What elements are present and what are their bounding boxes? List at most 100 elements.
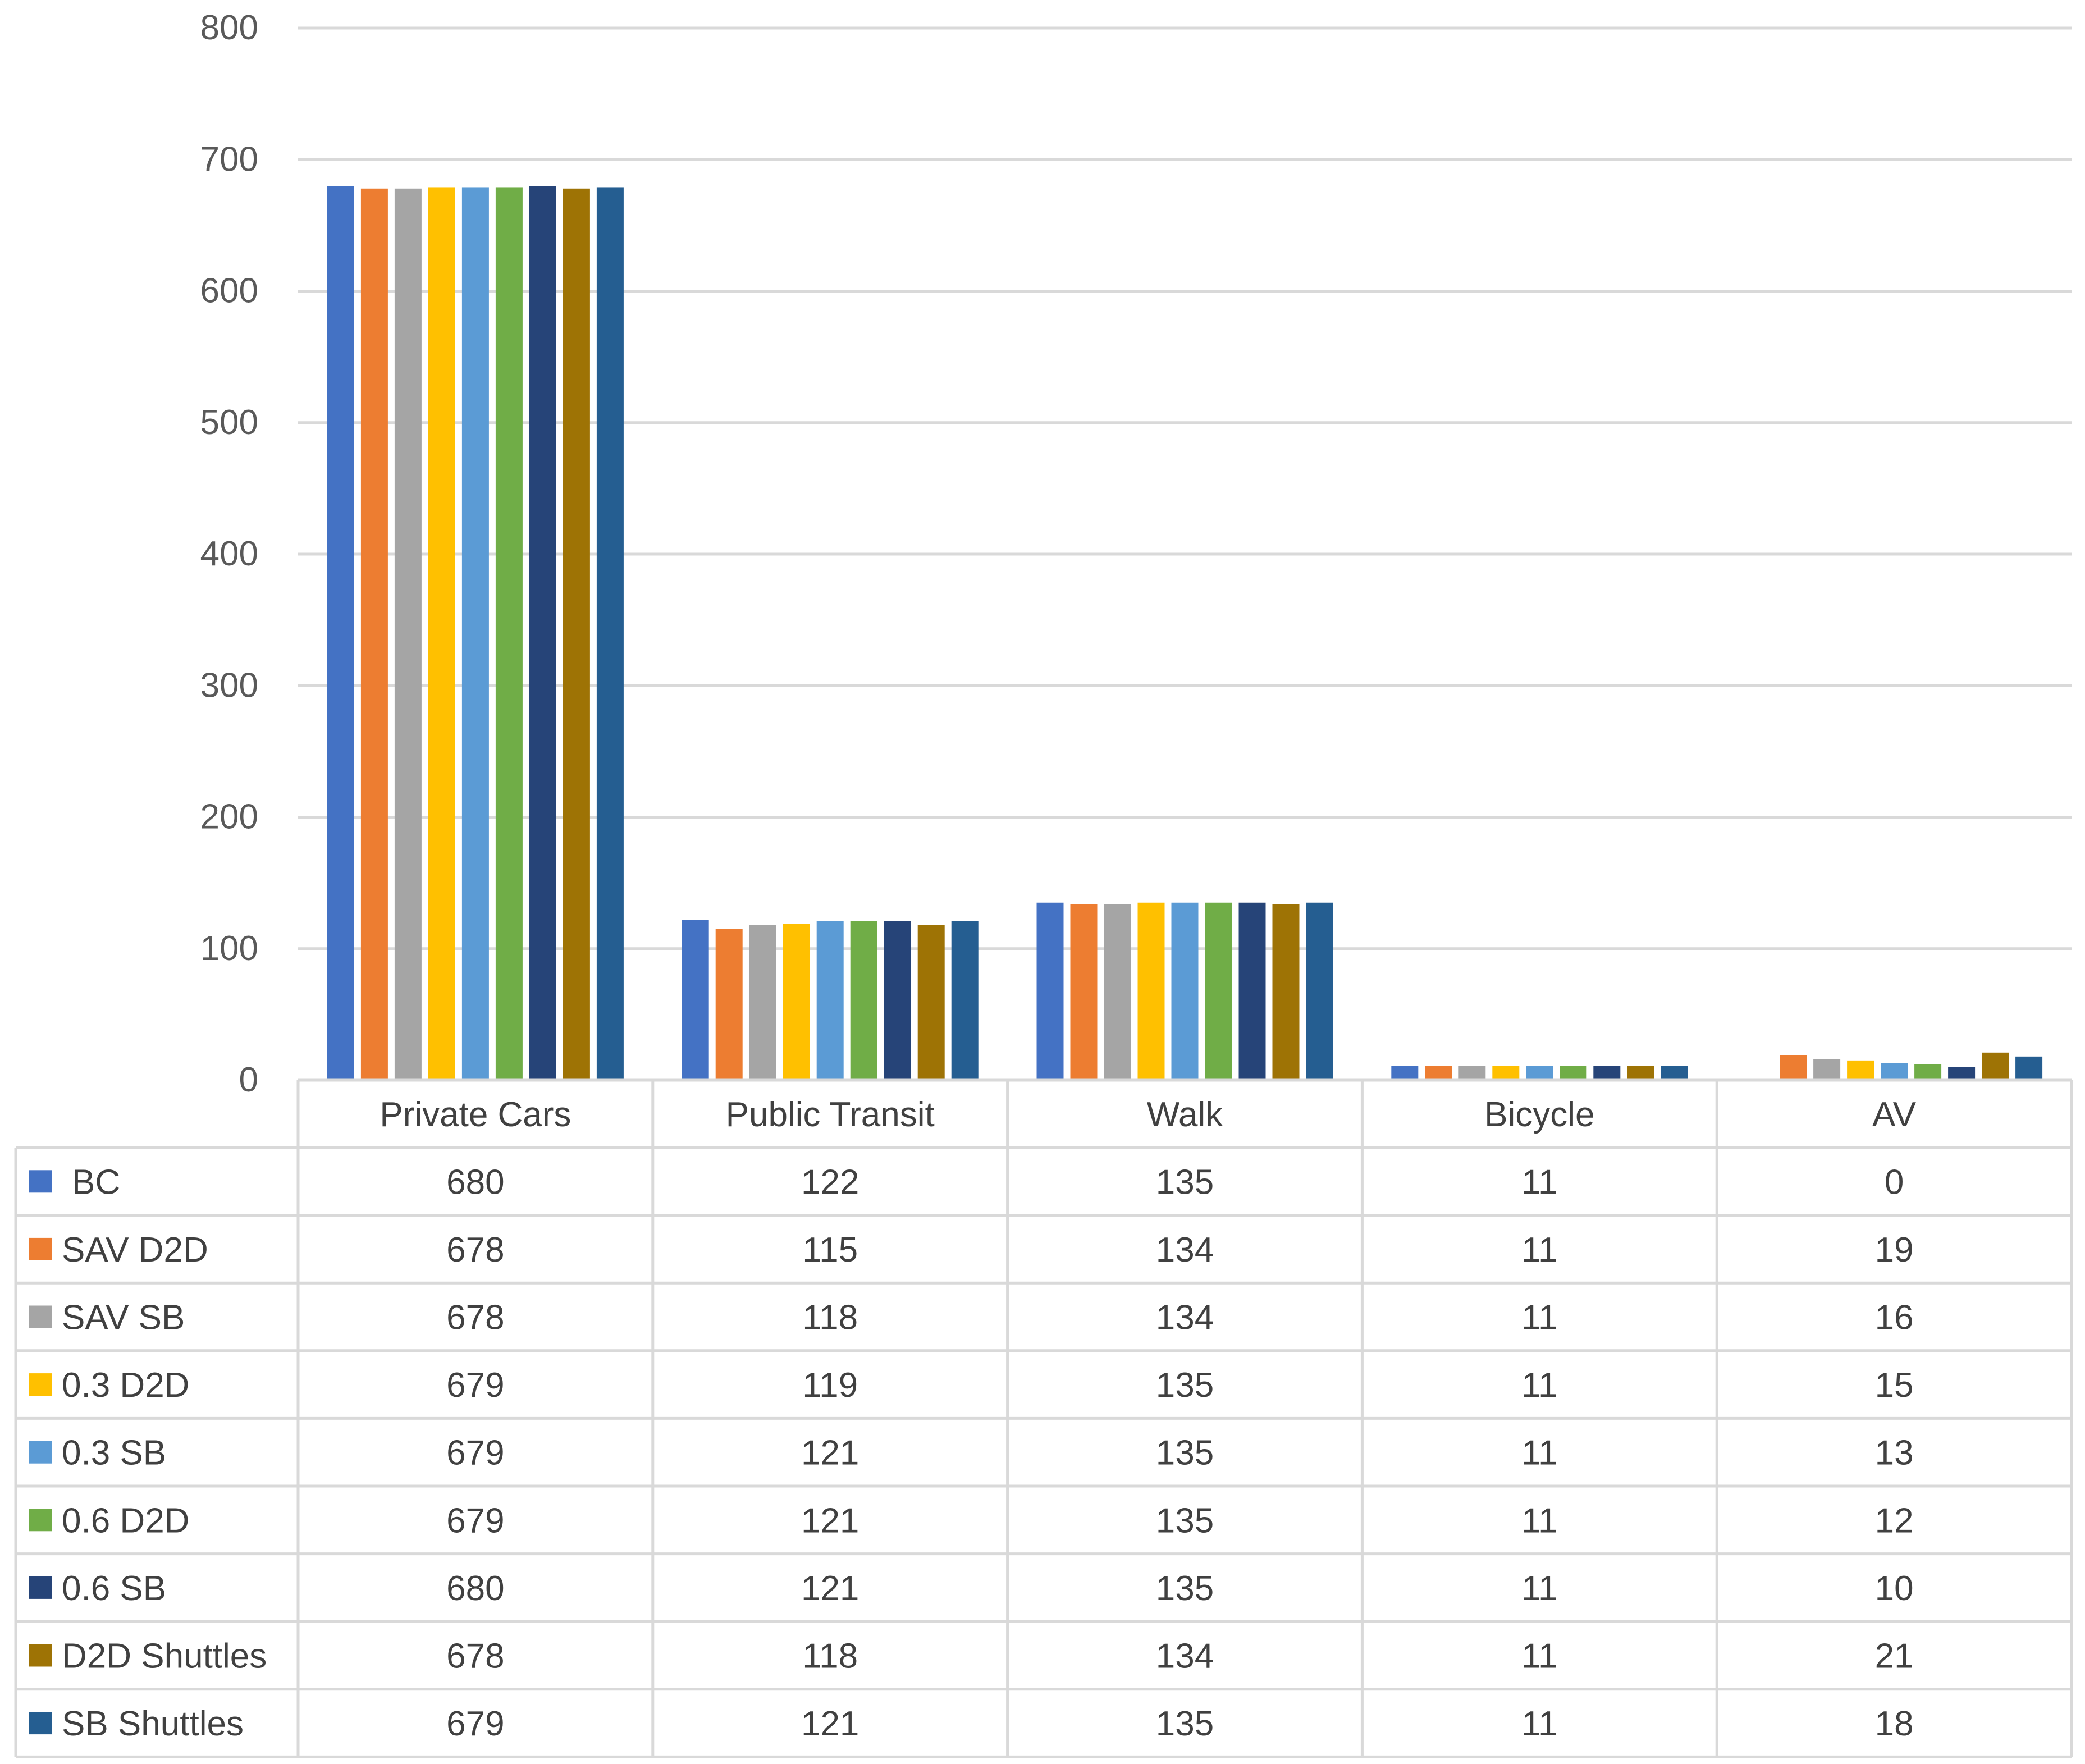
table-cell-value: 121 [801,1569,859,1608]
table-cell-value: 679 [446,1704,504,1743]
legend-swatch [29,1170,52,1193]
bar-sb-shuttles-public-transit [951,921,979,1080]
legend-swatch [29,1509,52,1532]
bar-0-6-d2d-walk [1205,902,1232,1080]
table-cell-value: 11 [1521,1501,1557,1540]
bar-sav-sb-av [1813,1059,1841,1080]
bar-sav-sb-bicycle [1458,1066,1486,1080]
table-cell-value: 678 [446,1637,504,1676]
bar-0-3-d2d-bicycle [1492,1066,1520,1080]
table-cell-value: 135 [1156,1501,1214,1540]
bar-d2d-shuttles-private-cars [563,188,590,1080]
y-tick-label: 600 [200,272,258,310]
bar-0-3-d2d-private-cars [428,187,455,1080]
legend-label: 0.6 D2D [62,1501,189,1540]
table-cell-value: 680 [446,1569,504,1608]
bar-sb-shuttles-private-cars [596,187,624,1080]
y-tick-label: 700 [200,140,258,179]
table-cell-value: 21 [1875,1637,1914,1676]
bar-0-6-sb-private-cars [529,186,556,1081]
bar-bc-public-transit [682,920,709,1080]
legend-label: 0.3 D2D [62,1366,189,1405]
table-cell-value: 11 [1521,1637,1557,1676]
bar-0-6-d2d-bicycle [1560,1066,1587,1080]
table-cell-value: 11 [1521,1299,1557,1337]
category-label: AV [1872,1095,1917,1134]
table-cell-value: 13 [1875,1434,1914,1473]
y-tick-label: 100 [200,929,258,968]
bar-sb-shuttles-av [2015,1056,2043,1080]
table-cell-value: 15 [1875,1366,1914,1405]
category-label: Bicycle [1484,1095,1594,1134]
bar-0-6-sb-bicycle [1593,1066,1621,1080]
table-cell-value: 679 [446,1501,504,1540]
bar-bc-walk [1036,902,1064,1080]
y-tick-label: 500 [200,403,258,442]
category-label: Private Cars [379,1095,571,1134]
table-cell-value: 19 [1875,1231,1914,1269]
bar-0-6-sb-walk [1238,902,1266,1080]
table-cell-value: 135 [1156,1163,1214,1201]
bar-0-3-d2d-av [1847,1060,1874,1080]
data-table: Private Cars Public Transit Walk Bicycle AV B… [14,1078,2073,1758]
bar-d2d-shuttles-av [1982,1052,2009,1080]
bar-bc-bicycle [1391,1066,1419,1080]
table-cell-value: 678 [446,1231,504,1269]
bar-0-3-d2d-public-transit [783,924,810,1080]
bar-0-6-d2d-av [1914,1064,1942,1080]
bar-d2d-shuttles-walk [1272,904,1300,1080]
bar-0-3-sb-private-cars [461,187,489,1080]
table-cell-value: 135 [1156,1366,1214,1405]
table-cell-value: 135 [1156,1434,1214,1473]
category-label: Walk [1147,1095,1223,1134]
bar-bc-private-cars [327,186,354,1081]
bar-0-6-d2d-private-cars [495,187,523,1080]
table-cell-value: 118 [802,1637,858,1676]
table-cell-value: 10 [1875,1569,1914,1608]
table-cell-value: 134 [1156,1637,1214,1676]
y-tick-label: 300 [200,666,258,705]
legend-swatch [29,1712,52,1735]
bar-sav-d2d-bicycle [1425,1066,1452,1080]
table-cell-value: 679 [446,1366,504,1405]
y-tick-label: 0 [239,1061,258,1099]
bar-sb-shuttles-walk [1306,902,1333,1080]
table-cell-value: 11 [1521,1231,1557,1269]
bar-d2d-shuttles-bicycle [1627,1066,1654,1080]
gridlines [298,26,2072,1082]
table-cell-value: 11 [1521,1704,1557,1743]
table-cell-value: 678 [446,1299,504,1337]
table-cell-value: 135 [1156,1704,1214,1743]
bars [327,186,2043,1081]
table-cell-value: 122 [801,1163,859,1201]
table-cell-value: 11 [1521,1163,1557,1201]
table-cell-value: 679 [446,1434,504,1473]
legend-swatch [29,1576,52,1599]
bar-sav-d2d-av [1780,1055,1807,1080]
legend-label: SAV SB [62,1299,185,1337]
table-cell-value: 135 [1156,1569,1214,1608]
bar-sb-shuttles-bicycle [1661,1066,1688,1080]
bar-0-3-sb-walk [1171,902,1199,1080]
legend-label: SB Shuttles [62,1704,244,1743]
bar-sav-d2d-private-cars [360,188,388,1080]
table-cell-value: 0 [1885,1163,1904,1201]
bar-0-3-sb-bicycle [1526,1066,1553,1080]
legend-label: 0.3 SB [62,1434,166,1473]
y-tick-label: 400 [200,534,258,573]
table-cell-value: 121 [801,1704,859,1743]
bar-0-6-d2d-public-transit [850,921,877,1080]
table-cell-value: 11 [1521,1434,1557,1473]
table-cell-value: 134 [1156,1231,1214,1269]
y-axis-ticks: 0 100 200 300 400 500 600 700 800 [200,8,258,1099]
table-cell-value: 12 [1875,1501,1914,1540]
bar-0-3-sb-public-transit [816,921,844,1080]
table-cell-value: 119 [802,1366,858,1405]
bar-sav-sb-public-transit [749,925,776,1080]
bar-sav-sb-private-cars [394,188,422,1080]
bar-0-6-sb-public-transit [884,921,911,1080]
table-cell-value: 11 [1521,1569,1557,1608]
table-cell-value: 118 [802,1299,858,1337]
legend-swatch [29,1305,52,1328]
